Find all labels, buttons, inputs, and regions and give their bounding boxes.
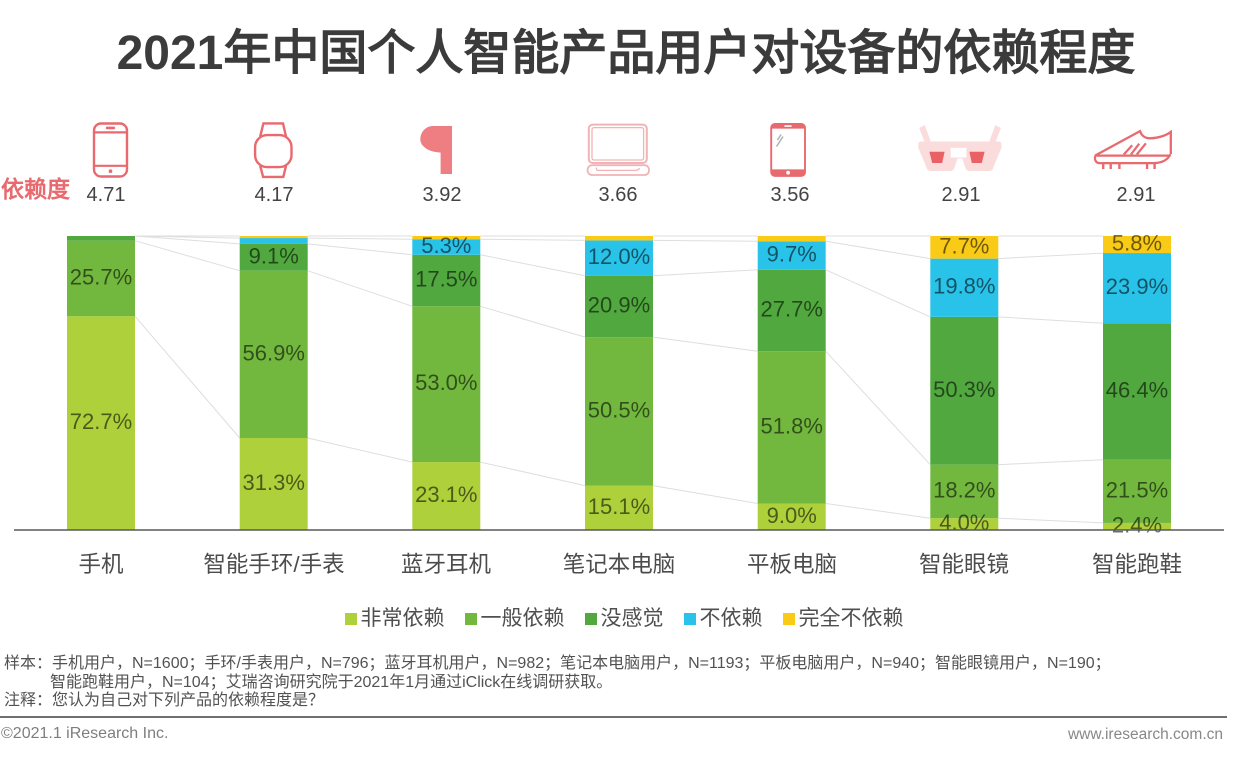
svg-text:50.5%: 50.5% xyxy=(588,397,650,422)
svg-text:5.3%: 5.3% xyxy=(421,233,471,258)
svg-text:4.0%: 4.0% xyxy=(939,510,989,535)
svg-text:9.7%: 9.7% xyxy=(767,242,817,267)
svg-text:56.9%: 56.9% xyxy=(243,340,305,365)
svg-text:23.9%: 23.9% xyxy=(1106,274,1168,299)
svg-text:53.0%: 53.0% xyxy=(415,370,477,395)
svg-text:50.3%: 50.3% xyxy=(933,377,995,402)
svg-text:46.4%: 46.4% xyxy=(1106,378,1168,403)
svg-text:9.0%: 9.0% xyxy=(767,503,817,528)
svg-text:23.1%: 23.1% xyxy=(415,482,477,507)
svg-text:20.9%: 20.9% xyxy=(588,292,650,317)
svg-text:2.4%: 2.4% xyxy=(1112,513,1162,538)
svg-text:5.8%: 5.8% xyxy=(1112,231,1162,256)
svg-text:15.1%: 15.1% xyxy=(588,494,650,519)
svg-text:72.7%: 72.7% xyxy=(70,409,132,434)
svg-text:51.8%: 51.8% xyxy=(761,413,823,438)
svg-text:25.7%: 25.7% xyxy=(70,265,132,290)
svg-text:12.0%: 12.0% xyxy=(588,244,650,269)
svg-text:9.1%: 9.1% xyxy=(249,243,299,268)
svg-text:19.8%: 19.8% xyxy=(933,274,995,299)
svg-text:27.7%: 27.7% xyxy=(761,297,823,322)
svg-text:7.7%: 7.7% xyxy=(939,233,989,258)
svg-text:17.5%: 17.5% xyxy=(415,267,477,292)
svg-text:21.5%: 21.5% xyxy=(1106,477,1168,502)
svg-text:31.3%: 31.3% xyxy=(243,470,305,495)
svg-text:18.2%: 18.2% xyxy=(933,478,995,503)
